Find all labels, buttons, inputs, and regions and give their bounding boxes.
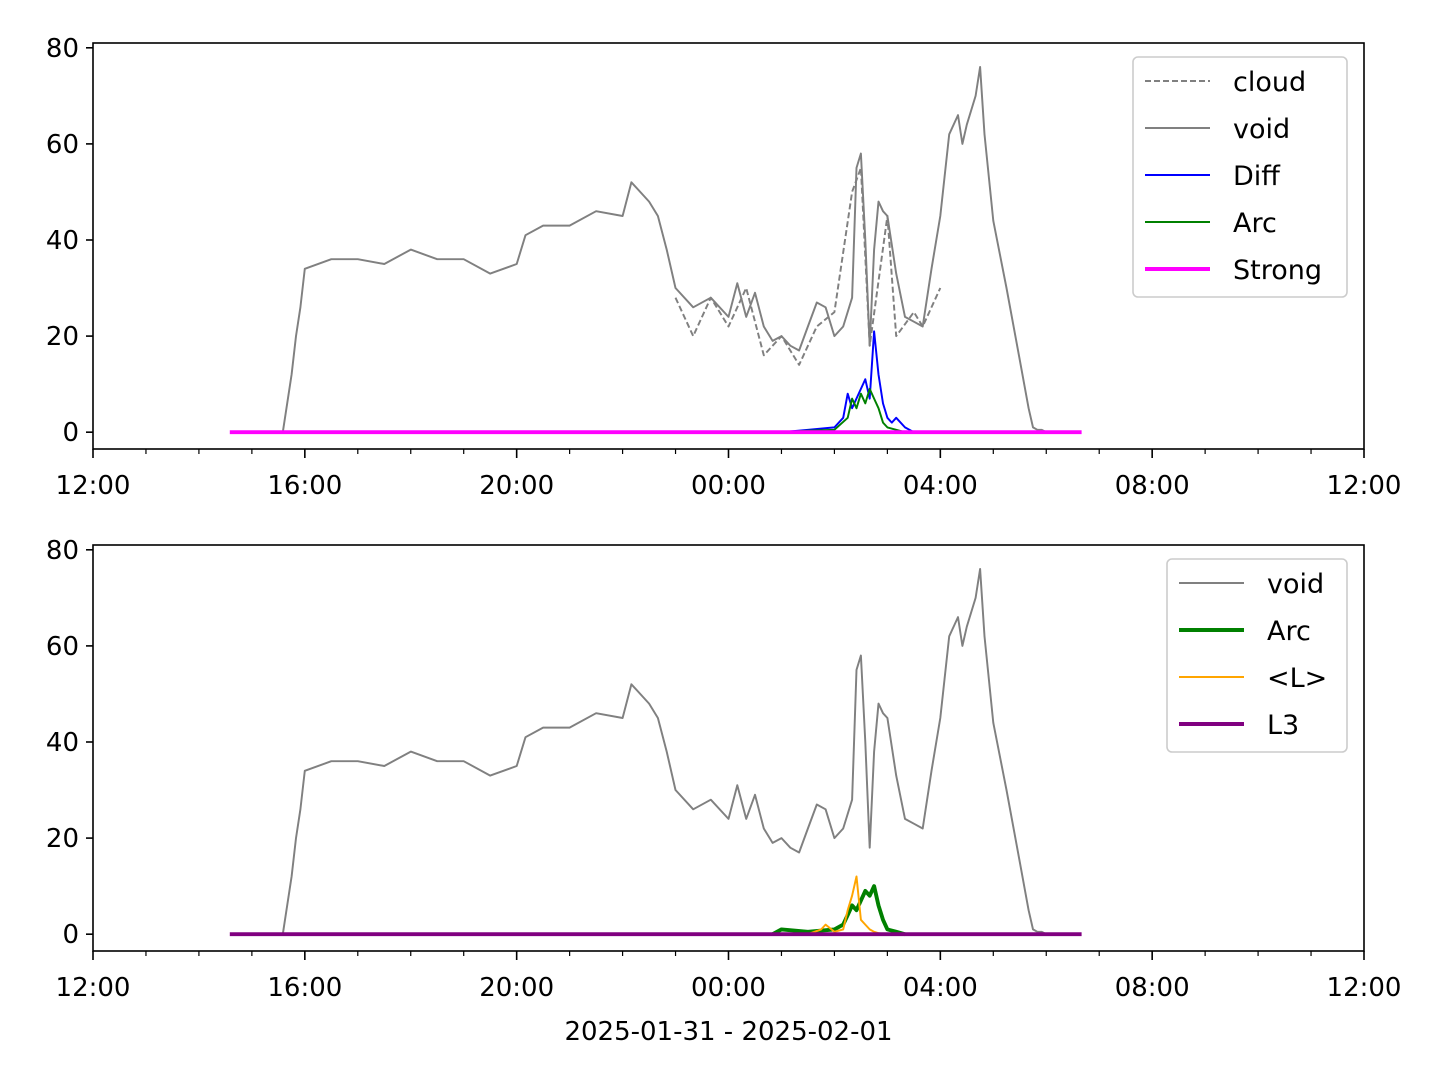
x-tick-label: 20:00 bbox=[479, 471, 554, 501]
x-tick-label: 04:00 bbox=[903, 973, 978, 1003]
legend-label: void bbox=[1267, 569, 1324, 600]
top-panel: 0 20 40 60 80 12:00 16:00 20:00 00:00 04:00 08:00 1… bbox=[46, 34, 1402, 501]
y-tick-label: 60 bbox=[46, 130, 79, 160]
y-tick-label: 20 bbox=[46, 824, 79, 854]
legend-box bbox=[1166, 558, 1348, 753]
series-line-cloud bbox=[674, 166, 942, 366]
bottom-panel: 0 20 40 60 80 12:00 16:00 20:00 00:00 04:00 08:00 1… bbox=[46, 536, 1402, 1047]
series-line-L bbox=[807, 875, 888, 936]
x-tick-label: 12:00 bbox=[1327, 973, 1402, 1003]
legend-label: Diff bbox=[1233, 161, 1281, 192]
x-axis-label: 2025-01-31 - 2025-02-01 bbox=[564, 1017, 892, 1047]
series-line-Arc bbox=[781, 387, 906, 434]
legend-label: Arc bbox=[1267, 616, 1311, 647]
series-line-Diff bbox=[781, 330, 915, 434]
y-tick-label: 80 bbox=[46, 536, 79, 566]
legend-label: void bbox=[1233, 114, 1290, 145]
x-tick-label: 16:00 bbox=[267, 471, 342, 501]
series-line-void bbox=[281, 66, 1051, 434]
y-tick-label: 60 bbox=[46, 632, 79, 662]
legend-label: <L> bbox=[1267, 663, 1327, 694]
x-tick-label: 16:00 bbox=[267, 973, 342, 1003]
series-line-Arc bbox=[771, 884, 906, 937]
y-tick-label: 80 bbox=[46, 34, 79, 64]
legend-label: cloud bbox=[1233, 67, 1306, 98]
x-tick-label: 08:00 bbox=[1115, 471, 1190, 501]
legend: cloud void Diff Arc Strong bbox=[1132, 56, 1348, 298]
x-tick-label: 08:00 bbox=[1115, 973, 1190, 1003]
legend-label: Arc bbox=[1233, 208, 1277, 239]
legend: void Arc <L> L3 bbox=[1166, 558, 1348, 753]
series-group bbox=[229, 568, 1082, 937]
x-tick-label: 12:00 bbox=[56, 973, 131, 1003]
x-tick-label: 00:00 bbox=[691, 973, 766, 1003]
legend-label: L3 bbox=[1267, 710, 1299, 741]
y-tick-label: 40 bbox=[46, 728, 79, 758]
x-tick-label: 12:00 bbox=[56, 471, 131, 501]
x-tick-label: 04:00 bbox=[903, 471, 978, 501]
y-tick-label: 40 bbox=[46, 226, 79, 256]
legend-box bbox=[1132, 56, 1348, 298]
series-line-void bbox=[281, 568, 1051, 936]
legend-label: Strong bbox=[1233, 255, 1322, 286]
y-tick-label: 0 bbox=[62, 418, 79, 448]
series-group bbox=[229, 66, 1082, 435]
x-tick-label: 20:00 bbox=[479, 973, 554, 1003]
y-tick-label: 0 bbox=[62, 920, 79, 950]
x-tick-label: 12:00 bbox=[1327, 471, 1402, 501]
y-tick-label: 20 bbox=[46, 322, 79, 352]
x-tick-label: 00:00 bbox=[691, 471, 766, 501]
